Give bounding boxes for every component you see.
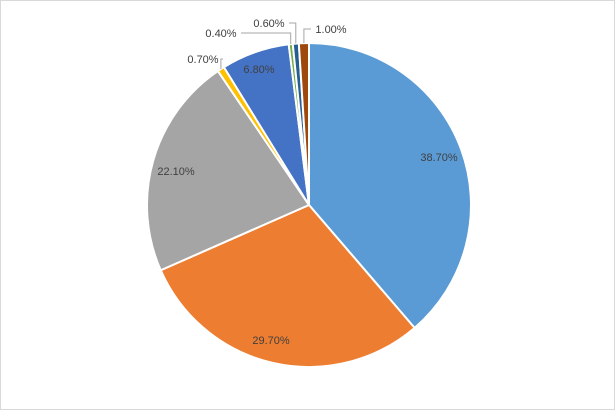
- leader-line-6: [289, 22, 297, 44]
- leader-lines: [220, 22, 311, 69]
- data-labels: 38.70% 29.70% 22.10% 0.70% 6.80% 0.40% 0.60% 1.…: [157, 18, 458, 347]
- leader-line-3: [220, 58, 223, 69]
- leader-line-7: [303, 28, 311, 44]
- data-label-3: 0.70%: [187, 54, 218, 66]
- data-label-7: 1.00%: [315, 24, 346, 36]
- pie-slice-1: [159, 204, 416, 368]
- data-label-2: 22.10%: [157, 166, 195, 178]
- data-label-5: 0.40%: [205, 28, 236, 40]
- data-label-4: 6.80%: [243, 64, 274, 76]
- pie-slices: [146, 42, 472, 368]
- pie-slice-0: [308, 42, 472, 329]
- leader-line-5: [241, 32, 292, 44]
- data-label-6: 0.60%: [253, 18, 284, 30]
- pie-slice-2: [146, 70, 310, 272]
- data-label-1: 29.70%: [252, 335, 290, 347]
- data-label-0: 38.70%: [420, 152, 458, 164]
